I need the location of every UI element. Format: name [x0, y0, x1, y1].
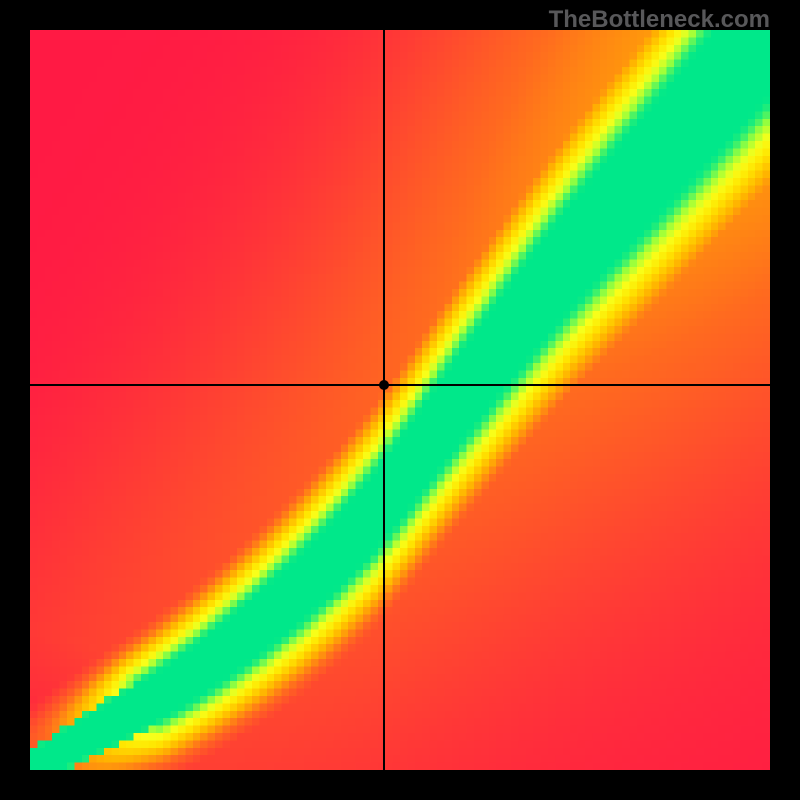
watermark-text: TheBottleneck.com	[549, 6, 770, 34]
crosshair-horizontal	[30, 384, 770, 386]
chart-container: TheBottleneck.com	[0, 0, 800, 800]
crosshair-vertical	[383, 30, 385, 770]
crosshair-dot	[379, 380, 389, 390]
bottleneck-heatmap	[30, 30, 770, 770]
